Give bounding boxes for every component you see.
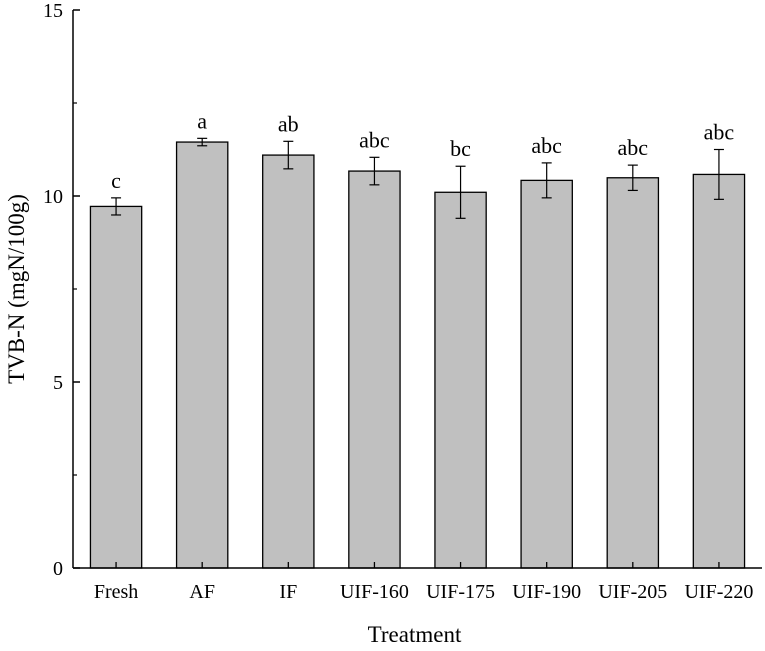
x-tick-label: UIF-160 [340,581,409,603]
significance-label: abc [618,135,649,160]
bar [89,205,143,569]
significance-label: bc [450,136,471,161]
significance-label: ab [278,111,299,136]
bar [175,141,229,569]
bars-layer: c a ab abc bc abc abc abc [89,108,746,569]
x-tick-label: UIF-205 [598,581,667,603]
bar [692,173,746,569]
y-axis-title: TVB-N (mgN/100g) [4,194,29,384]
significance-label: c [111,168,121,193]
significance-label: a [197,108,207,133]
x-tick-label: AF [189,581,215,603]
x-tick-label: IF [279,581,297,603]
x-tick-label: UIF-175 [426,581,495,603]
significance-label: abc [359,127,390,152]
bar [434,191,487,569]
bar [606,177,660,569]
bar [348,170,401,569]
y-tick-label: 10 [43,186,63,208]
bar [520,179,573,569]
y-tick-label: 5 [53,372,63,394]
ticks-layer: 0 5 10 15 Fresh AF IF UIF-160 UIF-175 UIF-190 UIF-… [43,0,753,603]
x-tick-label: UIF-190 [512,581,581,603]
significance-label: abc [704,120,735,145]
x-axis-title: Treatment [368,622,462,646]
x-tick-label: Fresh [94,581,138,603]
bar [262,154,315,569]
y-tick-label: 0 [53,558,63,580]
significance-label: abc [531,133,562,158]
y-tick-label: 15 [43,0,63,22]
x-tick-label: UIF-220 [684,581,753,603]
